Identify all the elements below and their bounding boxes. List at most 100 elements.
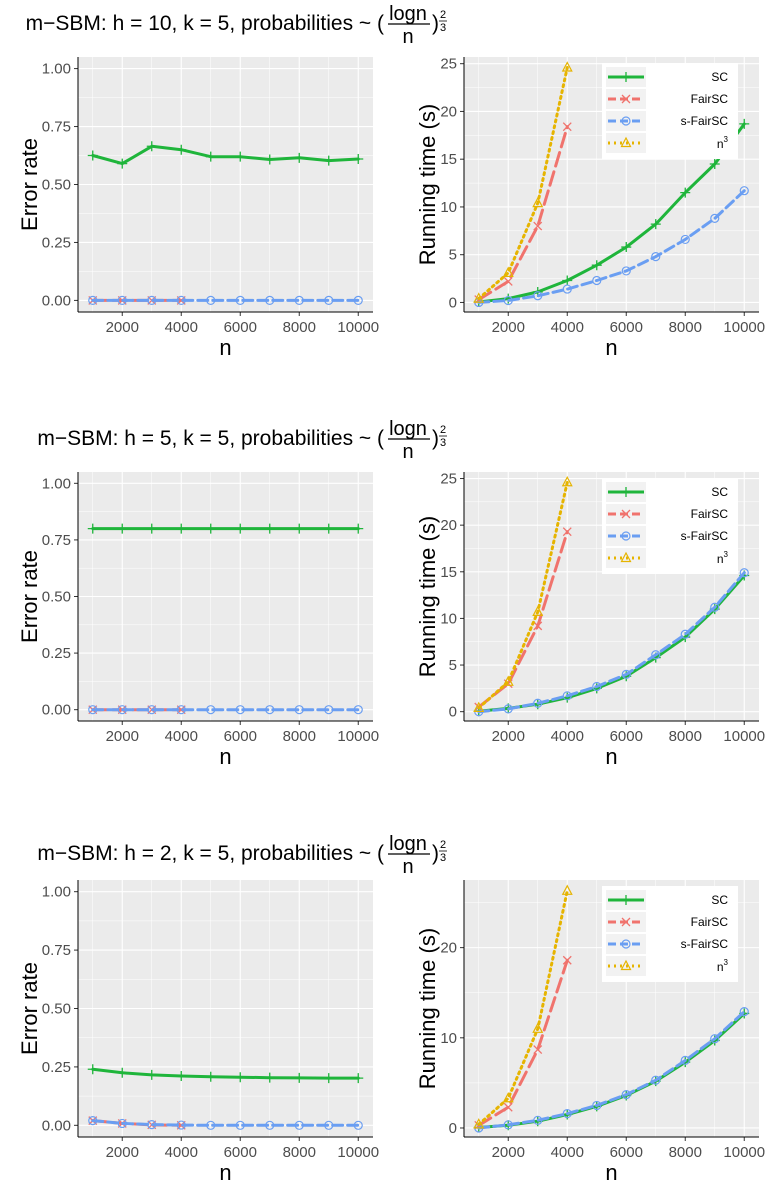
y-tick-label: 5 xyxy=(449,657,457,674)
series-sc xyxy=(87,141,364,169)
title-exponent-numerator: 2 xyxy=(440,9,446,21)
legend-marker-sc xyxy=(621,487,631,497)
legend-item-fairsc: FairSC xyxy=(606,89,728,109)
x-axis-label: n xyxy=(219,1160,231,1182)
legend-item-sc: SC xyxy=(606,482,728,502)
x-tick-label: 8000 xyxy=(669,319,702,336)
y-tick-label: 0.75 xyxy=(42,942,71,959)
y-tick-label: 0.25 xyxy=(42,234,71,251)
data-point-sc xyxy=(146,141,157,152)
y-axis-label: Running time (s) xyxy=(415,928,440,1089)
data-point-s-fairsc xyxy=(176,1120,186,1130)
y-tick-label: 0.00 xyxy=(42,292,71,309)
legend-item-s-fairsc: s-FairSC xyxy=(606,934,728,954)
series-sc xyxy=(87,523,364,534)
x-tick-label: 2000 xyxy=(106,319,139,336)
data-point-s-fairsc xyxy=(206,295,216,306)
y-tick-label: 10 xyxy=(440,610,457,627)
data-point-n3 xyxy=(532,196,544,208)
data-point-n3 xyxy=(561,475,573,487)
x-tick-label: 8000 xyxy=(669,728,702,745)
x-tick-label: 6000 xyxy=(224,319,257,336)
data-point-sc xyxy=(739,118,750,129)
data-point-sc xyxy=(353,1073,364,1084)
running-time-panel: 2000 4000 6000 8000 10000 0 5 10 15 20 25 n Running … xyxy=(415,56,765,360)
title-fraction-denominator: n xyxy=(402,26,413,48)
data-point-sc xyxy=(650,219,661,230)
legend-item-n3: n3 xyxy=(606,133,729,153)
data-point-sc xyxy=(562,275,573,286)
series-n3 xyxy=(473,475,573,713)
y-tick-label: 5 xyxy=(449,247,457,264)
chart-title: m−SBM: h = 5, k = 5, probabilities ~ (lo… xyxy=(37,418,447,463)
title-fraction-numerator: logn xyxy=(389,418,427,440)
series-line-s-fairsc xyxy=(477,1010,746,1130)
y-tick-label: 1.00 xyxy=(42,61,71,78)
legend-label-fairsc: FairSC xyxy=(691,507,729,521)
x-tick-label: 10000 xyxy=(337,319,379,336)
data-point-sc xyxy=(205,523,216,534)
running-time-panel: 2000 4000 6000 8000 10000 0 5 10 15 20 25 n Running … xyxy=(415,471,765,769)
legend-marker-sc xyxy=(621,72,631,82)
legend-marker-s-fairsc xyxy=(621,531,631,541)
data-point-s-fairsc xyxy=(117,705,127,715)
data-point-s-fairsc xyxy=(533,1115,543,1125)
legend-item-s-fairsc: s-FairSC xyxy=(606,111,728,131)
data-point-sc xyxy=(235,1072,246,1083)
data-point-s-fairsc xyxy=(680,234,690,245)
legend-marker-fairsc xyxy=(621,509,631,519)
series-n3 xyxy=(473,884,573,1129)
legend-marker-n3 xyxy=(620,136,632,148)
data-point-sc xyxy=(87,523,98,534)
error-rate-panel: 2000 4000 6000 8000 10000 0.00 0.25 0.50 0.75 1.0… xyxy=(17,880,379,1182)
data-point-s-fairsc xyxy=(710,602,720,612)
legend: SC FairSC s-FairSC n3 xyxy=(602,63,738,159)
legend-marker-n3 xyxy=(620,551,632,563)
series-line-n3 xyxy=(477,889,569,1126)
x-tick-label: 2000 xyxy=(106,1144,139,1161)
y-tick-label: 0.50 xyxy=(42,589,71,606)
data-point-s-fairsc xyxy=(294,295,304,306)
y-tick-label: 15 xyxy=(440,564,457,581)
data-point-sc xyxy=(353,523,364,534)
y-axis-label: Error rate xyxy=(17,550,42,643)
data-point-n3 xyxy=(561,61,573,72)
legend-label-sc: SC xyxy=(711,893,728,907)
series-sc xyxy=(87,1064,364,1084)
series-s-fairsc xyxy=(88,295,363,306)
y-tick-label: 0.75 xyxy=(42,119,71,136)
data-point-sc xyxy=(353,154,364,164)
title-prefix: m−SBM: h = 2, k = 5, probabilities ~ ( xyxy=(37,842,384,865)
y-axis-label: Error rate xyxy=(17,962,42,1055)
data-point-s-fairsc xyxy=(235,705,245,715)
error-rate-panel: 2000 4000 6000 8000 10000 0.00 0.25 0.50 0.75 1.0… xyxy=(17,57,379,360)
x-tick-label: 8000 xyxy=(283,319,316,336)
series-line-sc xyxy=(477,122,746,304)
data-point-s-fairsc xyxy=(562,1108,572,1119)
data-point-s-fairsc xyxy=(651,252,661,262)
data-point-s-fairsc xyxy=(353,295,363,306)
data-point-s-fairsc xyxy=(294,705,304,715)
data-point-s-fairsc xyxy=(147,1120,157,1130)
error-rate-panel: 2000 4000 6000 8000 10000 0.00 0.25 0.50 0.75 1.0… xyxy=(17,472,379,769)
series-s-fairsc xyxy=(88,705,363,715)
x-tick-label: 2000 xyxy=(492,1144,525,1161)
data-point-sc xyxy=(323,523,334,534)
y-tick-label: 0 xyxy=(449,1120,457,1137)
x-tick-label: 4000 xyxy=(165,319,198,336)
series-line-n3 xyxy=(477,66,569,301)
title-fraction-denominator: n xyxy=(402,441,413,463)
legend-label-n3: n3 xyxy=(717,550,729,566)
title-fraction-denominator: n xyxy=(402,856,413,878)
y-tick-label: 20 xyxy=(440,517,457,534)
y-tick-label: 15 xyxy=(440,151,457,168)
y-tick-label: 25 xyxy=(440,471,457,488)
data-point-sc xyxy=(117,158,128,169)
title-fraction-numerator: logn xyxy=(389,3,427,25)
series-line-sc xyxy=(91,144,360,166)
x-tick-label: 4000 xyxy=(551,1144,584,1161)
legend-marker-n3 xyxy=(620,959,632,971)
chart-title: m−SBM: h = 2, k = 5, probabilities ~ (lo… xyxy=(37,833,447,878)
y-tick-label: 0 xyxy=(449,294,457,311)
